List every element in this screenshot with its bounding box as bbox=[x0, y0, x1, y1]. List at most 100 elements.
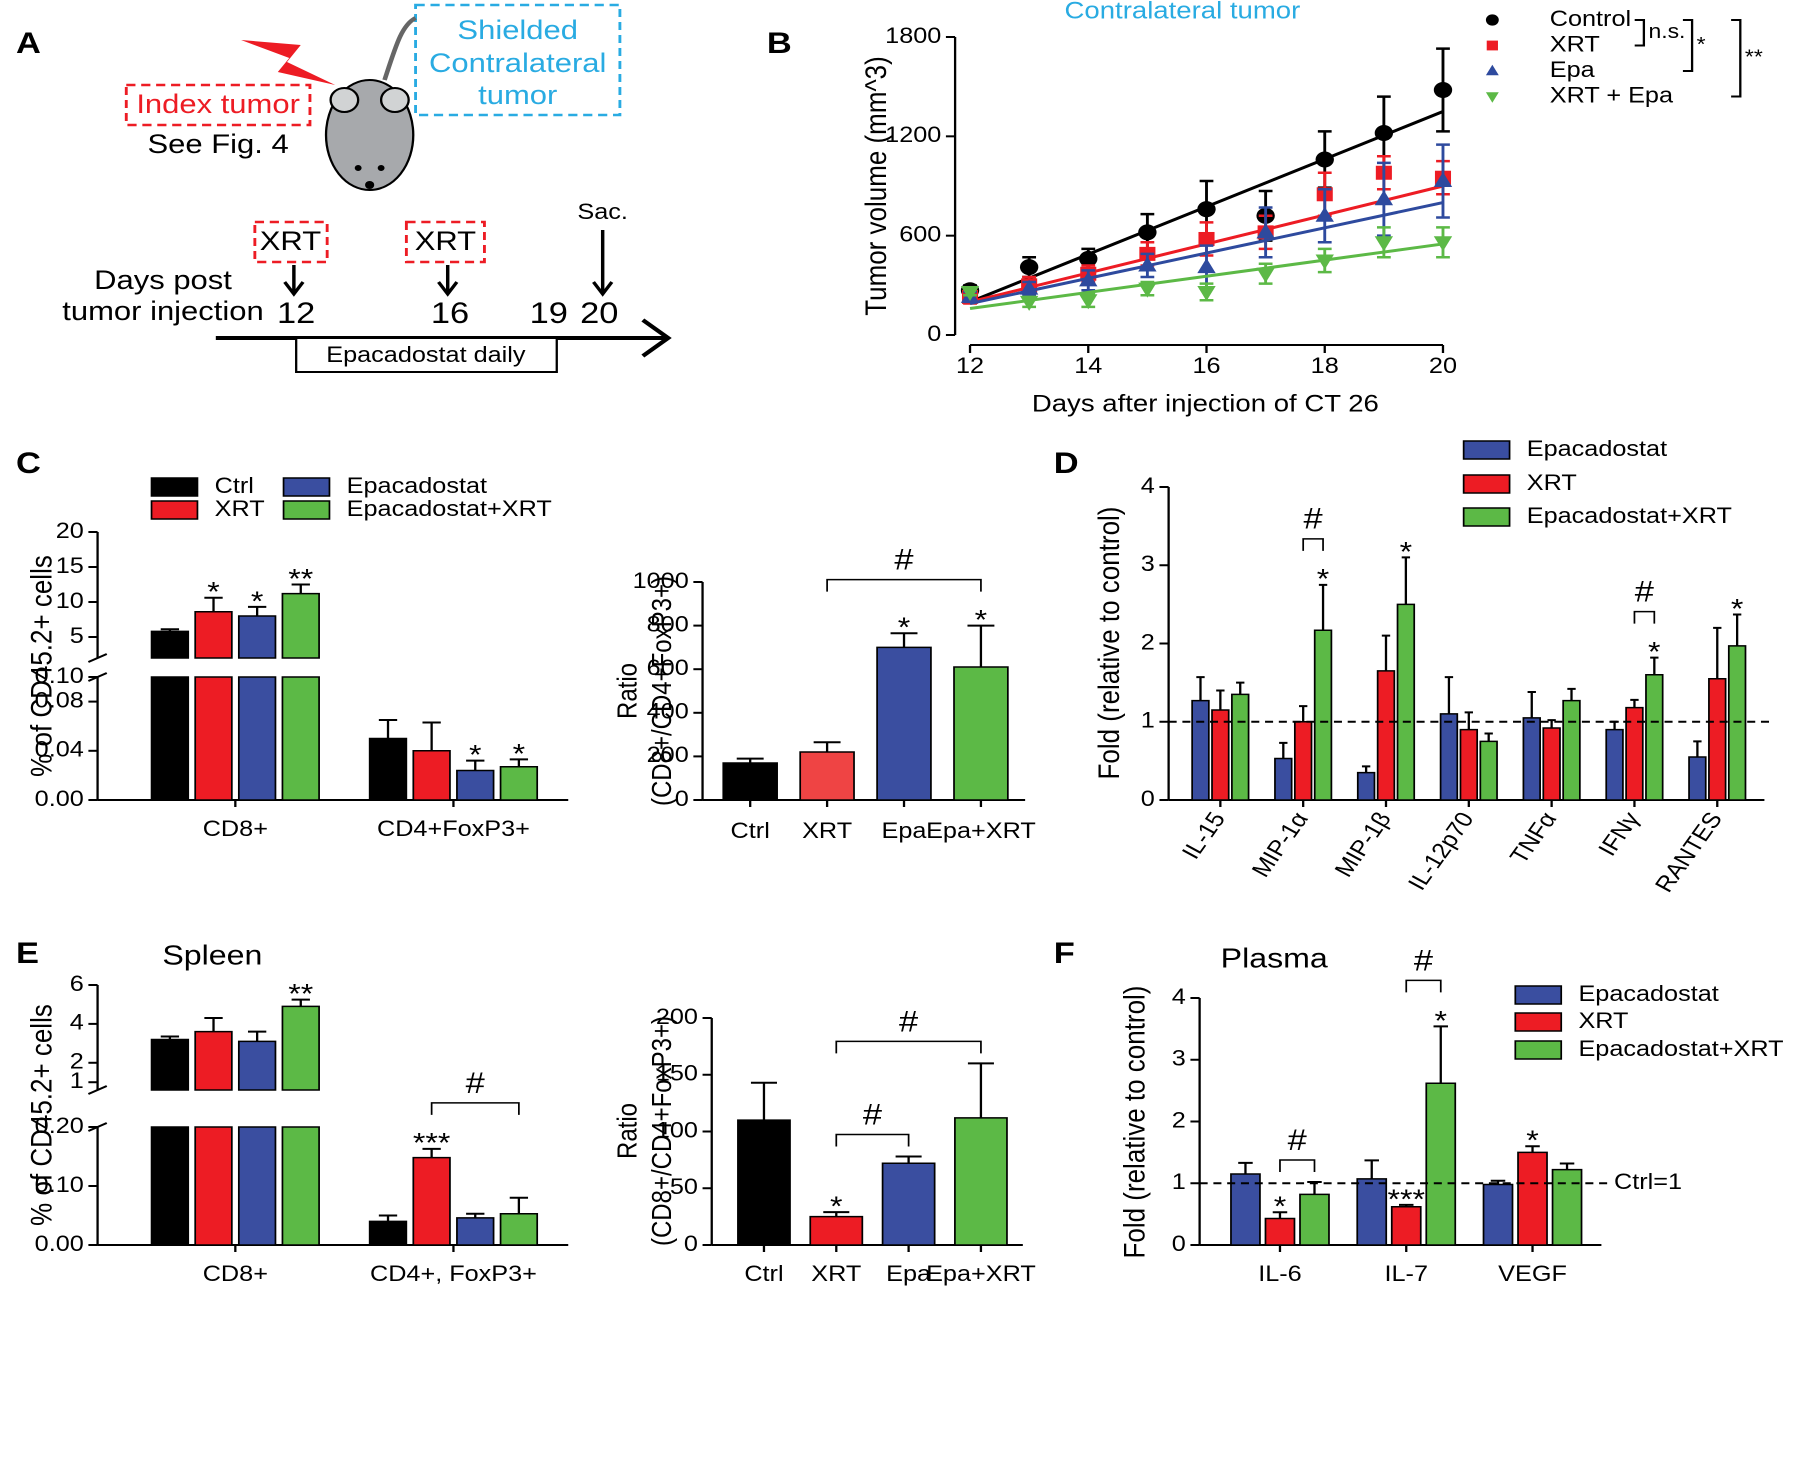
bar bbox=[194, 1030, 233, 1246]
bracket-label: # bbox=[894, 543, 913, 576]
y-tick-label: 20 bbox=[56, 519, 84, 543]
y-tick-label: 2 bbox=[70, 1050, 84, 1074]
y-tick-label: 0 bbox=[1172, 1232, 1186, 1256]
panel-label: C bbox=[16, 446, 41, 479]
marker bbox=[1138, 282, 1157, 298]
bar bbox=[412, 750, 451, 801]
bracket bbox=[1302, 538, 1324, 551]
bar bbox=[281, 1005, 320, 1246]
y-tick-label: 200 bbox=[647, 744, 689, 768]
y-tick-label: 4 bbox=[70, 1011, 84, 1035]
x-tick-label: VEGF bbox=[1498, 1262, 1567, 1286]
marker bbox=[1079, 271, 1098, 287]
significance-label: * bbox=[1697, 33, 1707, 55]
x-axis-label: Days after injection of CT 26 bbox=[1032, 391, 1379, 417]
bar bbox=[1376, 670, 1396, 801]
significance-star: * bbox=[1526, 1125, 1539, 1156]
bar bbox=[1522, 717, 1541, 801]
fit-line bbox=[969, 242, 1444, 310]
bar bbox=[150, 630, 190, 801]
bracket-label: # bbox=[1304, 502, 1323, 535]
radiation-bolt bbox=[241, 40, 336, 85]
y-tick-label: 1000 bbox=[633, 569, 689, 593]
error-bar bbox=[967, 1062, 994, 1118]
legend-swatch bbox=[150, 500, 199, 520]
significance-star: * bbox=[1648, 637, 1661, 668]
bar bbox=[799, 751, 855, 801]
marker bbox=[1198, 231, 1215, 246]
axis-break bbox=[87, 1085, 108, 1132]
legend-label: Epacadostat bbox=[347, 474, 488, 498]
error-bar bbox=[1399, 1203, 1414, 1207]
bar bbox=[368, 1220, 408, 1246]
legend-label: XRT bbox=[1527, 471, 1577, 495]
marker bbox=[1256, 267, 1275, 283]
bar bbox=[809, 1215, 864, 1246]
legend-swatch bbox=[1514, 985, 1563, 1005]
legend-label: XRT bbox=[1550, 33, 1600, 57]
bar bbox=[954, 1117, 1008, 1246]
y-tick-label: 15 bbox=[56, 554, 84, 578]
mouse-ear bbox=[329, 87, 360, 113]
xrt-label: XRT bbox=[415, 227, 477, 257]
shielded-label: Shielded bbox=[457, 16, 578, 46]
y-tick-label: 0 bbox=[1141, 787, 1155, 811]
chart-title: Plasma bbox=[1221, 943, 1328, 974]
error-bar bbox=[1401, 556, 1411, 605]
bar bbox=[1390, 1205, 1422, 1246]
panel-label: B bbox=[767, 26, 792, 59]
significance-star: * bbox=[1400, 537, 1413, 568]
bar bbox=[1264, 1217, 1296, 1246]
legend-swatch bbox=[1462, 440, 1511, 460]
marker bbox=[960, 285, 980, 301]
x-tick-label: MIP-1α bbox=[1247, 808, 1314, 881]
bar bbox=[876, 646, 932, 801]
significance-star: ** bbox=[288, 979, 313, 1010]
y-tick-label: 1 bbox=[1172, 1170, 1186, 1194]
reference-label: Ctrl=1 bbox=[1614, 1170, 1682, 1194]
x-tick-label: IL-7 bbox=[1384, 1262, 1428, 1286]
mouse-nose bbox=[365, 181, 375, 189]
bar bbox=[1356, 771, 1376, 801]
y-tick-label: 3 bbox=[1172, 1047, 1186, 1071]
shielded-label: Contralateral bbox=[429, 49, 606, 79]
error-bar bbox=[247, 1030, 267, 1042]
bracket bbox=[1405, 979, 1442, 993]
bracket-label: # bbox=[899, 1004, 918, 1037]
x-tick-label: RANTES bbox=[1651, 808, 1729, 896]
drug-box bbox=[295, 337, 558, 373]
x-tick-label: CD8+ bbox=[203, 817, 268, 841]
panel-label: D bbox=[1054, 446, 1079, 479]
bar bbox=[499, 1212, 539, 1246]
xrt-label: XRT bbox=[260, 227, 322, 257]
error-bar bbox=[378, 719, 398, 739]
y-axis-label: Fold (relative to control) bbox=[1118, 986, 1151, 1259]
significance-star: * bbox=[1274, 1192, 1287, 1223]
significance-bracket bbox=[1731, 19, 1742, 98]
day-number: 12 bbox=[277, 296, 315, 329]
chart-title: Contralateral tumor bbox=[1065, 0, 1301, 24]
marker bbox=[1486, 40, 1498, 51]
marker bbox=[1256, 223, 1275, 239]
y-axis-label: Ratio bbox=[613, 1103, 643, 1159]
marker bbox=[1138, 256, 1157, 272]
x-tick-label: 20 bbox=[1429, 354, 1457, 378]
significance-star: * bbox=[1435, 1006, 1448, 1037]
x-tick-label: 14 bbox=[1074, 354, 1102, 378]
bracket-label: # bbox=[1288, 1123, 1307, 1156]
mouse-eye bbox=[377, 165, 385, 171]
bracket-label: # bbox=[466, 1066, 485, 1099]
x-tick-label: IL-12p70 bbox=[1404, 808, 1480, 894]
error-bar bbox=[1693, 740, 1702, 757]
significance-star: * bbox=[513, 739, 526, 770]
chart-title: Spleen bbox=[162, 940, 262, 971]
significance-star: *** bbox=[1387, 1184, 1425, 1215]
y-tick-label: 1200 bbox=[885, 124, 941, 148]
bracket bbox=[1279, 1159, 1316, 1173]
x-tick-label: IL-6 bbox=[1258, 1262, 1302, 1286]
error-bar bbox=[378, 1214, 398, 1222]
significance-bracket bbox=[1682, 19, 1694, 72]
x-tick-label: CD4+FoxP3+ bbox=[377, 817, 530, 841]
error-bar bbox=[1490, 1179, 1506, 1185]
y-axis-label: (CD8+/CD4+FoxP3+) bbox=[647, 576, 677, 806]
